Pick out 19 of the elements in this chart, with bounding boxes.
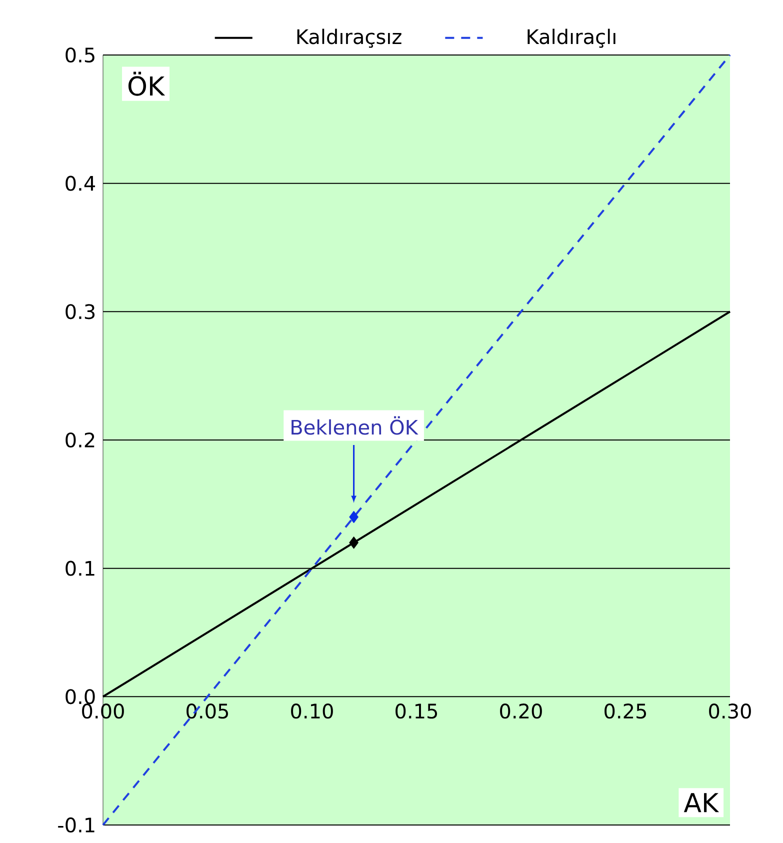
- legend-label: Kaldıraçsız: [297, 28, 402, 48]
- y-axis-title: ÖK: [128, 72, 166, 96]
- legend-label: Kaldıraçlı: [528, 28, 616, 48]
- x-tick-label: 0.25: [604, 704, 646, 719]
- y-tick-label: 0.3: [66, 304, 95, 320]
- x-tick-label: 0.10: [291, 704, 333, 719]
- x-tick-label: 0.30: [709, 704, 751, 719]
- y-tick-label: -0.1: [58, 817, 94, 833]
- x-axis-title: AK: [684, 793, 720, 812]
- y-tick-label: 0.2: [66, 432, 94, 448]
- y-tick-label: 0.4: [66, 176, 96, 191]
- y-tick-label: 0.1: [66, 560, 94, 576]
- y-tick-label: 0.5: [66, 47, 94, 63]
- x-tick-label: 0.20: [500, 704, 542, 719]
- x-tick-label: 0.00: [82, 704, 124, 719]
- x-tick-label: 0.15: [396, 704, 438, 719]
- annotation: Beklenen ÖK: [292, 416, 418, 435]
- y-tick-label: 0.0: [66, 689, 95, 704]
- x-tick-label: 0.05: [186, 704, 228, 719]
